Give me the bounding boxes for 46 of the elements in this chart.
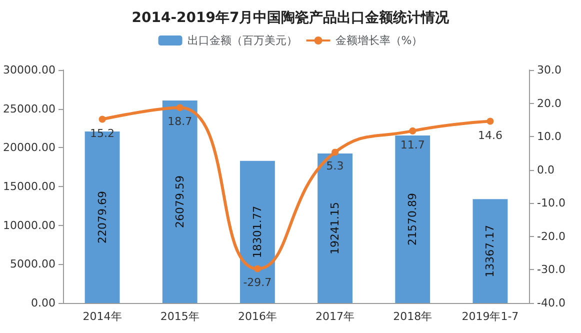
data-label: 19241.15: [328, 202, 342, 255]
y2-tick-label: -40.0: [537, 296, 566, 310]
bar: [395, 135, 430, 303]
x-tick-label: 2019年1-7: [462, 310, 519, 323]
bar: [472, 199, 508, 303]
data-label: 21570.89: [406, 192, 420, 246]
data-label: 14.6: [478, 128, 502, 142]
y2-tick-label: 30.0: [537, 64, 562, 76]
y-tick-label: 20000.00: [2, 141, 56, 154]
y2-tick-label: 0.0: [537, 163, 554, 176]
y2-tick-label: -20.0: [537, 230, 566, 243]
x-tick-label: 2015年: [160, 310, 200, 323]
y2-tick-label: 10.0: [537, 130, 562, 144]
bar: [318, 154, 352, 303]
point: [486, 118, 494, 125]
data-label: 5.3: [326, 160, 344, 173]
data-label: -29.7: [243, 276, 272, 290]
point: [332, 148, 339, 156]
data-label: 13367.17: [484, 224, 497, 278]
y2-tick-label: -30.0: [537, 263, 566, 276]
y-tick-label: 0.00: [30, 296, 56, 310]
bar: [240, 160, 275, 303]
point: [254, 265, 261, 272]
data-label: 22079.69: [96, 191, 109, 244]
y-tick-label: 5000.00: [10, 258, 56, 271]
data-label: 18.7: [168, 115, 192, 128]
data-label: 11.7: [400, 138, 425, 152]
point: [98, 116, 106, 123]
chart-title: 2014-2019年7月中国陶瓷产品出口金额统计情况: [132, 9, 450, 26]
x-tick-label: 2016年: [238, 310, 277, 323]
x-tick-label: 2017年: [316, 310, 355, 323]
data-label: 18301.77: [250, 206, 264, 258]
y2-tick-label: 20.0: [537, 96, 562, 110]
legend-label: 金额增长率（%）: [335, 34, 423, 47]
y-tick-label: 25000.00: [2, 102, 56, 116]
x-tick-label: 2014年: [82, 310, 122, 323]
legend-label: 出口金额（百万美元）: [187, 34, 298, 47]
point: [409, 127, 416, 134]
y-tick-label: 15000.00: [2, 180, 56, 193]
data-label: 26079.59: [173, 175, 186, 228]
y-tick-label: 30000.00: [2, 64, 56, 76]
y2-tick-label: -10.0: [537, 196, 566, 210]
x-tick-label: 2018年: [393, 310, 432, 323]
point: [176, 104, 184, 112]
y-tick-label: 10000.00: [2, 218, 56, 232]
bar: [162, 100, 198, 303]
